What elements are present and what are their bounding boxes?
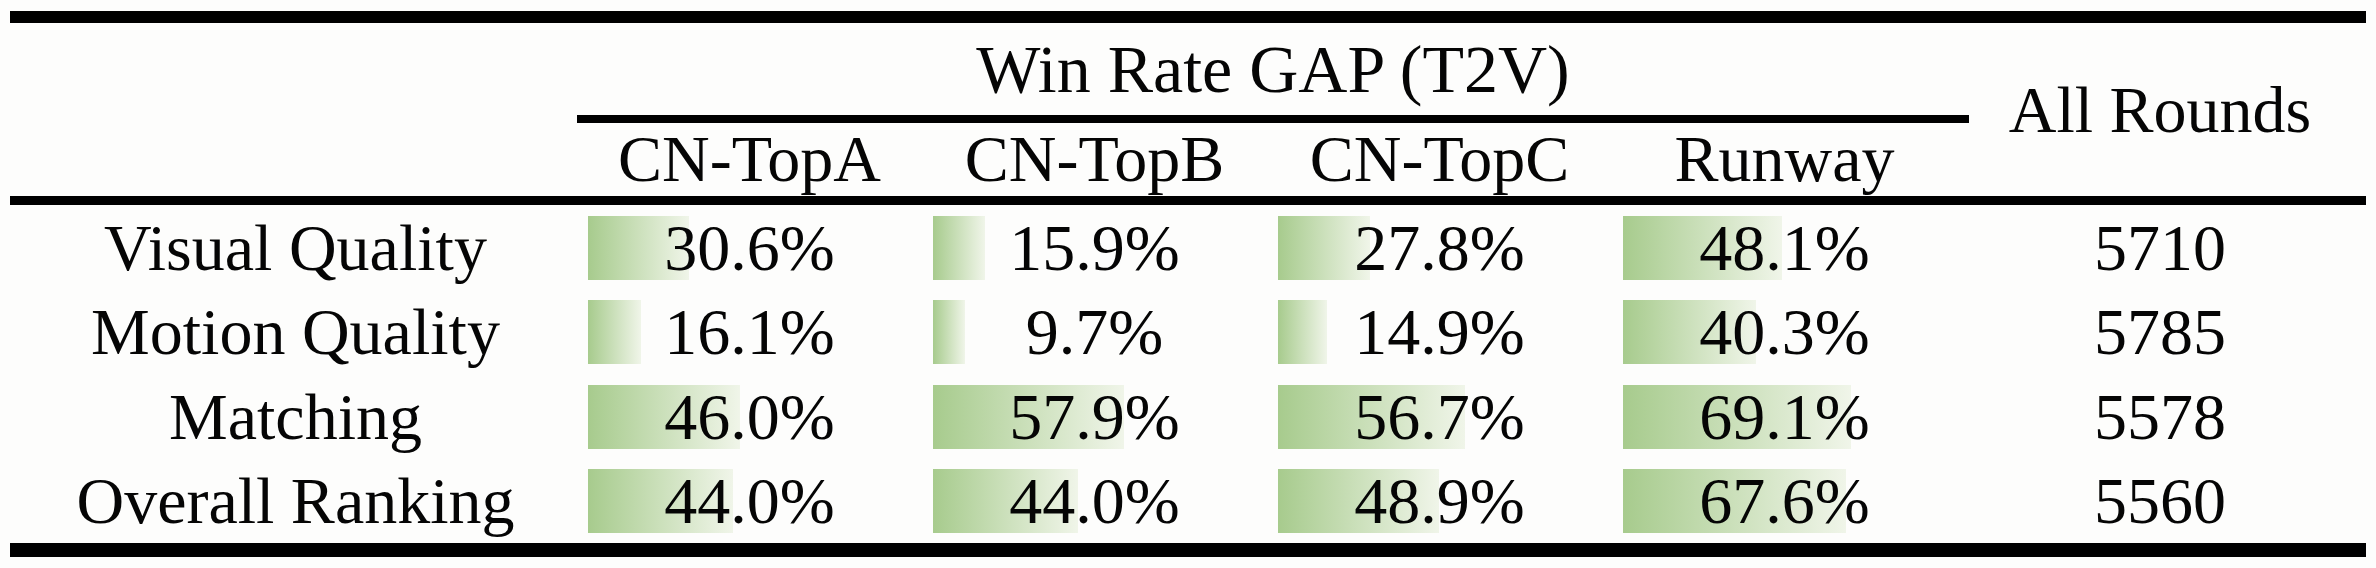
value-text: 27.8% [1267,205,1612,290]
value-cell: 48.1% [1612,205,1957,290]
table-row: Visual Quality 30.6% 15.9% 27.8% 48.1% 5… [0,205,2376,290]
row-label: Overall Ranking [14,458,577,543]
row-label: Matching [14,374,577,459]
all-rounds-header: All Rounds [1957,23,2363,196]
column-header-cn-topc: CN-TopC [1267,122,1612,196]
value-text: 67.6% [1612,458,1957,543]
value-text: 69.1% [1612,374,1957,459]
value-text: 15.9% [922,205,1267,290]
value-cell: 67.6% [1612,458,1957,543]
value-text: 40.3% [1612,289,1957,374]
table-row: Matching 46.0% 57.9% 56.7% 69.1% 5578 [0,374,2376,459]
all-rounds-value: 5578 [1957,374,2363,459]
row-label: Motion Quality [14,289,577,374]
value-cell: 44.0% [577,458,922,543]
value-cell: 9.7% [922,289,1267,374]
column-header-cn-topa: CN-TopA [577,122,922,196]
value-text: 48.9% [1267,458,1612,543]
value-text: 44.0% [922,458,1267,543]
row-label: Visual Quality [14,205,577,290]
column-header-runway: Runway [1612,122,1957,196]
value-cell: 14.9% [1267,289,1612,374]
value-cell: 57.9% [922,374,1267,459]
table-bottom-rule [10,543,2366,557]
all-rounds-value: 5560 [1957,458,2363,543]
value-cell: 69.1% [1612,374,1957,459]
value-text: 30.6% [577,205,922,290]
value-text: 48.1% [1612,205,1957,290]
value-cell: 56.7% [1267,374,1612,459]
value-cell: 48.9% [1267,458,1612,543]
value-text: 57.9% [922,374,1267,459]
value-cell: 16.1% [577,289,922,374]
value-text: 46.0% [577,374,922,459]
value-cell: 27.8% [1267,205,1612,290]
column-header-cn-topb: CN-TopB [922,122,1267,196]
all-rounds-value: 5785 [1957,289,2363,374]
table-row: Motion Quality 16.1% 9.7% 14.9% 40.3% 57… [0,289,2376,374]
value-cell: 15.9% [922,205,1267,290]
value-text: 14.9% [1267,289,1612,374]
value-text: 9.7% [922,289,1267,374]
value-cell: 40.3% [1612,289,1957,374]
win-rate-gap-table: Win Rate GAP (T2V) All Rounds CN-TopA CN… [0,0,2376,568]
table-top-rule [10,11,2366,23]
value-cell: 44.0% [922,458,1267,543]
all-rounds-value: 5710 [1957,205,2363,290]
table-row: Overall Ranking 44.0% 44.0% 48.9% 67.6% … [0,458,2376,543]
value-text: 16.1% [577,289,922,374]
value-cell: 30.6% [577,205,922,290]
value-text: 56.7% [1267,374,1612,459]
value-cell: 46.0% [577,374,922,459]
header-bottom-rule [10,196,2366,205]
group-header: Win Rate GAP (T2V) [577,23,1969,115]
value-text: 44.0% [577,458,922,543]
